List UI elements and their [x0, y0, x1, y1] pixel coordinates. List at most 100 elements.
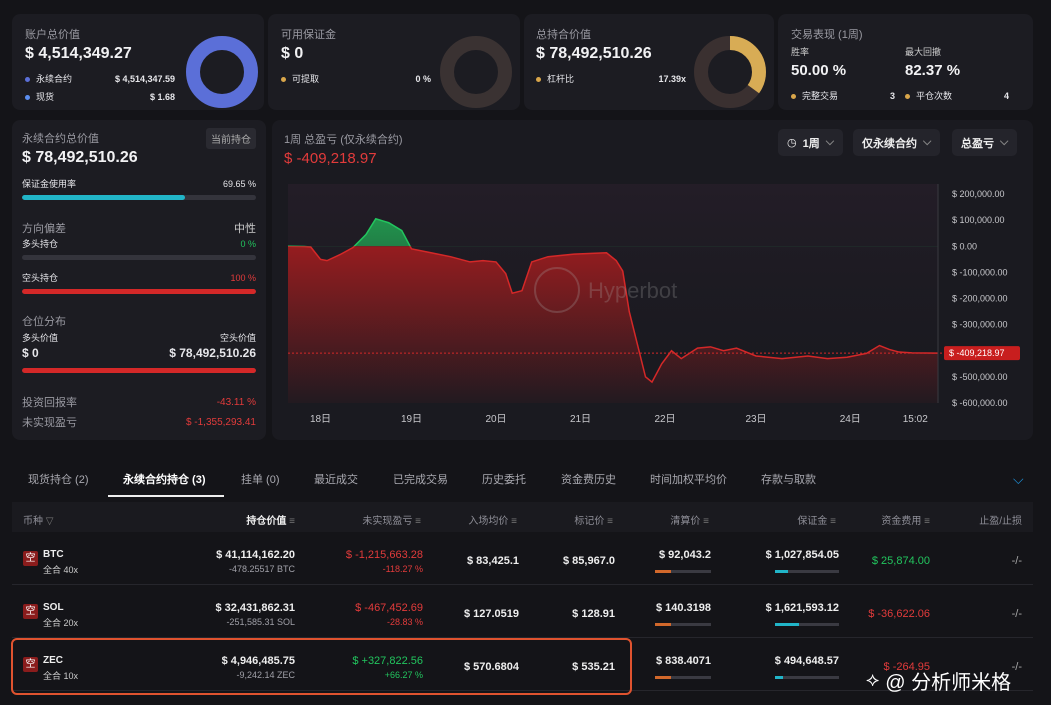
liquidation-price: $ 140.3198	[655, 602, 711, 629]
sort-icon[interactable]: ≡	[827, 516, 836, 527]
short-value-label: 空头价值	[219, 333, 256, 343]
sort-icon[interactable]: ≡	[412, 516, 421, 527]
long-value-label: 多头价值	[22, 333, 59, 343]
collapse-chevron-icon[interactable]: ⌵	[1013, 471, 1024, 487]
trading-card: 交易表现 (1周) 胜率 50.00 % 最大回撤 82.37 % 完整交易 3 …	[778, 14, 1033, 110]
col-header-4[interactable]: 标记价 ≡	[574, 516, 613, 527]
tab-8[interactable]: 存款与取款	[761, 474, 816, 486]
sort-icon[interactable]: ≡	[508, 516, 517, 527]
table-row[interactable]	[12, 586, 1033, 638]
spot-value: $ 1.68	[149, 91, 175, 102]
perp-title: 永续合约总价值	[22, 133, 99, 145]
position-value: $ 41,114,162.20 -478.25517 BTC	[216, 549, 295, 574]
margin-value: $ 0	[281, 45, 304, 62]
mark-price: $ 535.21	[572, 661, 615, 673]
perp-dot	[25, 77, 30, 83]
drawdown-value: 82.37 %	[905, 62, 961, 79]
account-donut	[186, 36, 258, 108]
long-value: $ 0	[22, 346, 39, 360]
x-tick-label: 24日	[840, 414, 861, 425]
chevron-down-icon: ⌵	[923, 136, 932, 148]
short-side-badge: 空	[23, 551, 38, 566]
pnl-chart-panel: 1周 总盈亏 (仅永续合约) $ -409,218.97 $ 200,000.0…	[272, 120, 1033, 440]
distribution-bar	[22, 368, 256, 373]
sort-icon[interactable]: ≡	[604, 516, 613, 527]
tab-4[interactable]: 已完成交易	[393, 474, 448, 486]
short-side-badge: 空	[23, 657, 38, 672]
metric-filter[interactable]: 总盈亏 ⌵	[952, 129, 1018, 156]
funding-cell: $ -264.95	[883, 661, 930, 673]
filter-icon[interactable]: ▽	[43, 516, 54, 527]
table-row[interactable]	[12, 533, 1033, 585]
x-tick-label: 19日	[401, 414, 422, 425]
pnl-line-positive	[288, 217, 411, 247]
coin-cell: 空	[23, 604, 38, 619]
spot-label: 现货	[36, 92, 55, 102]
tpsl-cell[interactable]: -/-	[1011, 661, 1022, 673]
table-row[interactable]	[12, 639, 1033, 691]
roi-value: -43.11 %	[216, 396, 256, 408]
clock-icon: ◷	[787, 137, 797, 149]
coin-cell: 空	[23, 551, 38, 566]
sort-icon[interactable]: ≡	[921, 516, 930, 527]
tpsl-cell[interactable]: -/-	[1011, 608, 1022, 620]
current-position-badge[interactable]: 当前持仓	[206, 128, 256, 149]
margin-usage-bar	[22, 195, 256, 200]
table-header-bg	[12, 502, 1033, 532]
sort-icon[interactable]: ≡	[700, 516, 709, 527]
col-header-0[interactable]: 币种 ▽	[23, 516, 54, 527]
short-label: 空头持仓	[22, 273, 59, 283]
pnl-chart[interactable]: $ 200,000.00 $ 100,000.00 $ 0.00 $ -100,000…	[272, 120, 1033, 440]
col-header-8[interactable]: 止盈/止损	[979, 516, 1022, 527]
tab-0[interactable]: 现货持仓 (2)	[28, 474, 89, 486]
margin-card: 可用保证金 $ 0 可提取 0 %	[268, 14, 520, 110]
holdings-value: $ 78,492,510.26	[536, 45, 652, 62]
coin-cell: 空	[23, 657, 38, 672]
account-row-perp: 永续合约 $ 4,514,347.59 现货 $ 1.68	[25, 72, 175, 103]
funding-cell: $ -36,622.06	[868, 608, 930, 620]
sort-icon[interactable]: ≡	[286, 516, 295, 527]
entry-price: $ 127.0519	[463, 608, 519, 620]
svg-text:Hyperbot: Hyperbot	[588, 278, 677, 303]
tab-1[interactable]: 永续合约持仓 (3)	[123, 474, 206, 486]
y-tick-label: $ 100,000.00	[952, 215, 1005, 225]
col-header-2[interactable]: 未实现盈亏 ≡	[362, 516, 421, 527]
tab-5[interactable]: 历史委托	[482, 474, 526, 486]
tab-6[interactable]: 资金费历史	[561, 474, 616, 486]
col-header-5[interactable]: 清算价 ≡	[670, 516, 709, 527]
leverage-label: 杠杆比	[547, 74, 575, 84]
tab-2[interactable]: 挂单 (0)	[241, 474, 280, 486]
margin-cell: $ 1,621,593.12	[766, 602, 839, 629]
withdrawable-label: 可提取	[292, 74, 320, 84]
col-header-3[interactable]: 入场均价 ≡	[468, 516, 517, 527]
type-filter[interactable]: 仅永续合约 ⌵	[853, 129, 941, 156]
y-tick-label: $ -100,000.00	[952, 267, 1008, 277]
pnl-line-negative	[287, 246, 939, 384]
winrate-label: 胜率	[791, 47, 810, 57]
unrealized-pnl: $ -467,452.69 -28.83 %	[355, 602, 423, 627]
chevron-down-icon: ⌵	[1000, 136, 1009, 148]
bias-title: 方向偏差	[22, 223, 66, 235]
unrealized-pnl: $ +327,822.56 +66.27 %	[352, 655, 423, 680]
margin-cell: $ 494,648.57	[775, 655, 839, 682]
perp-panel: 永续合约总价值 当前持仓 $ 78,492,510.26 保证金使用率 69.65…	[12, 120, 266, 440]
perp-value: $ 78,492,510.26	[22, 149, 138, 166]
distribution-title: 仓位分布	[22, 316, 66, 328]
margin-cell: $ 1,027,854.05	[766, 549, 839, 576]
col-header-7[interactable]: 资金费用 ≡	[881, 516, 930, 527]
tab-7[interactable]: 时间加权平均价	[650, 474, 727, 486]
liquidation-price: $ 92,043.2	[655, 549, 711, 576]
entry-price: $ 570.6804	[463, 661, 519, 673]
holdings-card: 总持合价值 $ 78,492,510.26 杠杆比 17.39x	[524, 14, 774, 110]
account-card: 账户总价值 $ 4,514,349.27 永续合约 $ 4,514,347.59 …	[12, 14, 264, 110]
col-header-6[interactable]: 保证金 ≡	[797, 516, 836, 527]
winrate-value: 50.00 %	[791, 62, 847, 79]
tab-3[interactable]: 最近成交	[314, 474, 358, 486]
entry-price: $ 83,425.1	[467, 555, 519, 567]
long-bar	[22, 255, 256, 260]
tpsl-cell[interactable]: -/-	[1011, 555, 1022, 567]
y-tick-label: $ -200,000.00	[952, 294, 1008, 304]
coin-name: SOL 全合 20x	[43, 602, 79, 628]
col-header-1[interactable]: 持仓价值 ≡	[246, 516, 295, 527]
period-filter[interactable]: ◷ 1周 ⌵	[778, 129, 844, 156]
